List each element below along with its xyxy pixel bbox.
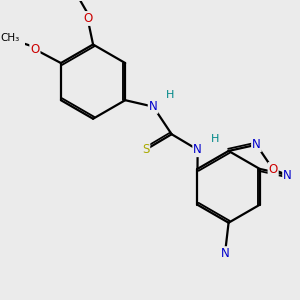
Text: H: H xyxy=(166,90,175,100)
Text: CH₃: CH₃ xyxy=(1,33,20,43)
Text: S: S xyxy=(142,143,149,156)
Text: N: N xyxy=(149,100,158,113)
Text: N: N xyxy=(283,169,292,182)
Text: O: O xyxy=(83,12,93,25)
Text: N: N xyxy=(193,143,202,156)
Text: N: N xyxy=(252,138,261,151)
Text: H: H xyxy=(211,134,219,144)
Text: N: N xyxy=(221,247,230,260)
Text: O: O xyxy=(268,163,278,176)
Text: O: O xyxy=(30,43,40,56)
